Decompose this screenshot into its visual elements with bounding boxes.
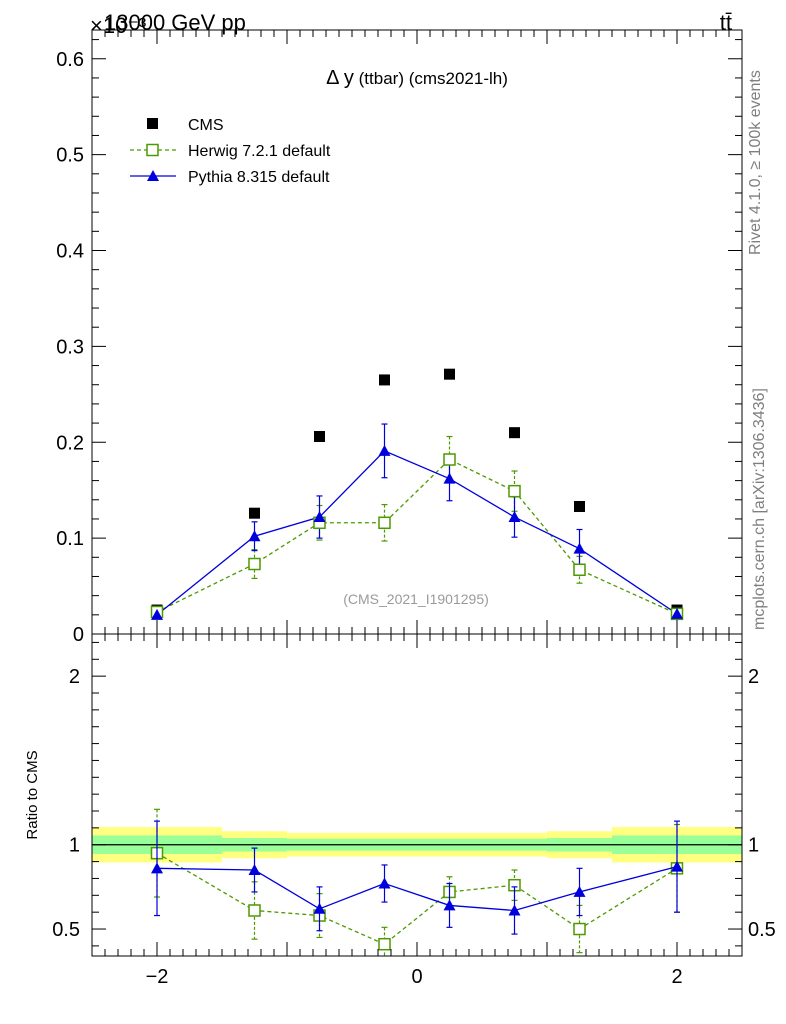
legend-cms-marker — [147, 118, 158, 129]
mcplots-source-label: mcplots.cern.ch [arXiv:1306.3436] — [751, 388, 768, 630]
plot-title: Δ y (ttbar) (cms2021-lh) — [326, 67, 508, 89]
legend-herwig-marker — [146, 143, 159, 157]
x-tick-label: 0 — [411, 966, 422, 988]
series-line-triangle — [156, 450, 678, 616]
ratio-point-pythia — [443, 899, 456, 911]
data-point-pythia — [378, 444, 391, 456]
main-axis-ticks — [91, 30, 743, 635]
ratio-y-tick-label-right: 0.5 — [748, 919, 776, 941]
data-point-cms — [249, 507, 260, 519]
data-point-pythia — [248, 530, 261, 542]
ratio-point-pythia — [151, 862, 163, 874]
data-point-herwig — [378, 516, 391, 530]
ratio-point-pythia — [508, 904, 521, 916]
data-point-herwig — [508, 484, 521, 498]
legend-pythia-marker — [147, 170, 159, 181]
x-tick-label: 2 — [671, 966, 682, 988]
main-y-tick-label: 0.1 — [56, 528, 84, 550]
ratio-y-axis-label: Ratio to CMS — [24, 750, 41, 839]
ratio-y-tick-label: 2 — [69, 666, 80, 688]
main-y-tick-label: 0.6 — [56, 49, 84, 71]
analysis-watermark: (CMS_2021_I1901295) — [343, 591, 489, 607]
data-point-pythia — [573, 542, 586, 554]
data-point-pythia — [671, 607, 683, 619]
legend-cms-label: CMS — [188, 117, 224, 134]
ratio-y-tick-label: 1 — [69, 835, 80, 857]
ratio-point-herwig — [573, 922, 586, 936]
data-point-pythia — [313, 511, 326, 523]
x-tick-labels: −2 0 2 — [146, 966, 683, 988]
main-y-tick-label: 0.3 — [56, 336, 84, 358]
ratio-axis-ticks — [91, 634, 743, 956]
data-point-herwig — [443, 453, 456, 466]
header-process-label: tt̄ — [720, 10, 732, 35]
legend-herwig-label: Herwig 7.2.1 default — [188, 143, 331, 160]
ratio-point-herwig — [248, 904, 261, 917]
ratio-point-pythia — [313, 902, 326, 914]
main-plot-content — [150, 368, 684, 621]
series-line-open-square — [156, 458, 678, 615]
plot-title-delta: Δ y — [326, 67, 354, 89]
ratio-point-pythia — [573, 885, 586, 897]
plot-title-rest: (ttbar) (cms2021-lh) — [359, 69, 508, 88]
ratio-point-pythia — [248, 864, 261, 876]
data-point-pythia — [151, 608, 163, 620]
data-point-pythia — [443, 472, 456, 484]
rivet-version-label: Rivet 4.1.0, ≥ 100k events — [747, 70, 764, 255]
legend: CMS Herwig 7.2.1 default Pythia 8.315 de… — [130, 117, 331, 186]
main-y-tick-label: 0.5 — [56, 145, 84, 167]
ratio-y-tick-label: 0.5 — [52, 919, 80, 941]
data-point-cms — [509, 427, 520, 439]
main-y-tick-label: 0.4 — [56, 241, 84, 263]
data-point-pythia — [508, 511, 521, 523]
ratio-point-pythia — [378, 877, 391, 889]
ratio-y-tick-label-right: 2 — [748, 666, 759, 688]
legend-pythia-label: Pythia 8.315 default — [188, 169, 330, 186]
main-y-tick-labels: 0 0.1 0.2 0.3 0.4 0.5 0.6 — [56, 49, 84, 646]
ratio-series-line — [156, 866, 678, 912]
ratio-plot-frame — [91, 633, 743, 957]
ratio-plot-content — [92, 808, 742, 956]
data-point-cms — [314, 431, 325, 443]
data-point-cms — [574, 500, 585, 512]
header-energy-label: 13000 GeV pp — [104, 10, 246, 35]
main-y-tick-label: 0.2 — [56, 432, 84, 454]
data-point-cms — [379, 374, 390, 386]
ratio-point-pythia — [671, 860, 683, 872]
ratio-y-tick-label-right: 1 — [748, 835, 759, 857]
ratio-point-herwig — [378, 937, 391, 951]
main-plot-panel: 0 0.1 0.2 0.3 0.4 0.5 0.6 Δ y (ttbar) (cms2021… — [56, 29, 743, 646]
ratio-y-tick-labels: 0.5 1 2 — [52, 666, 80, 941]
data-point-herwig — [573, 563, 586, 577]
data-point-herwig — [248, 557, 261, 571]
ratio-plot-panel: 0.5 1 2 0.5 1 2 −2 0 2 Ratio to CMS — [24, 633, 776, 988]
x-tick-label: −2 — [146, 966, 169, 988]
data-point-cms — [444, 368, 455, 380]
main-y-tick-label: 0 — [73, 624, 84, 646]
ratio-y-tick-labels-right: 0.5 1 2 — [748, 666, 776, 941]
ratio-series-line — [156, 852, 678, 945]
